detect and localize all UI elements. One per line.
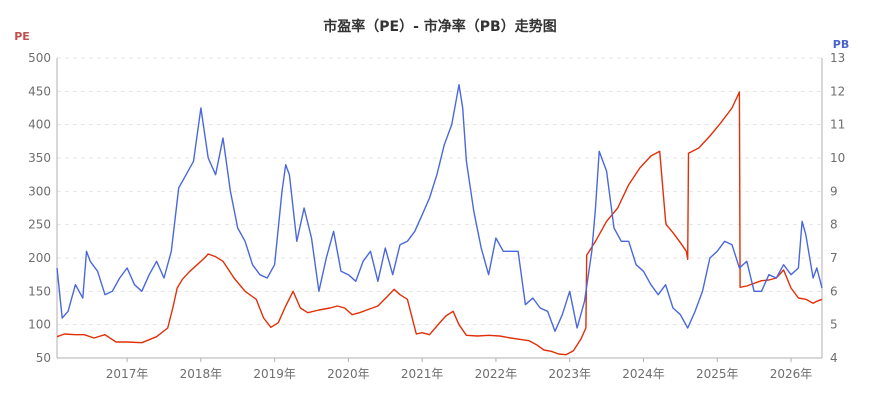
- y-axis-right-label: PB: [833, 38, 849, 51]
- y-right-tick-label: 4: [830, 351, 838, 365]
- y-right-tick-label: 9: [830, 184, 838, 198]
- y-right-tick-label: 10: [830, 151, 845, 165]
- series-layer: [56, 84, 823, 356]
- x-tick-label: 2025年: [696, 367, 739, 381]
- x-tick-label: 2017年: [106, 367, 149, 381]
- x-tick-label: 2023年: [548, 367, 591, 381]
- y-left-tick-label: 300: [28, 184, 51, 198]
- series-line-pb: [56, 84, 823, 332]
- x-tick-label: 2021年: [401, 367, 444, 381]
- y-left-tick-label: 350: [28, 151, 51, 165]
- x-tick-label: 2018年: [180, 367, 223, 381]
- y-axis-left-label: PE: [14, 30, 30, 43]
- y-right-tick-label: 5: [830, 318, 838, 332]
- y-left-tick-label: 100: [28, 318, 51, 332]
- series-line-pe: [56, 91, 823, 356]
- y-right-tick-label: 8: [830, 218, 838, 232]
- y-right-tick-label: 7: [830, 251, 838, 265]
- x-tick-label: 2020年: [327, 367, 370, 381]
- y-right-tick-label: 6: [830, 284, 838, 298]
- grid-layer: [56, 57, 823, 359]
- y-left-tick-label: 400: [28, 118, 51, 132]
- y-left-tick-label: 450: [28, 84, 51, 98]
- x-tick-label: 2019年: [253, 367, 296, 381]
- y-right-tick-label: 12: [830, 84, 845, 98]
- x-tick-label: 2026年: [770, 367, 813, 381]
- x-axis-ticks: 2017年 2018年 2019年 2020年 2021年 2022年 2023年 2024年…: [106, 358, 812, 381]
- y-left-tick-label: 150: [28, 284, 51, 298]
- y-left-tick-label: 50: [36, 351, 51, 365]
- x-tick-label: 2024年: [622, 367, 665, 381]
- y-right-tick-label: 13: [830, 51, 845, 65]
- y-right-tick-label: 11: [830, 118, 845, 132]
- y-axis-left-ticks: 50 100 150 200 250 300 350 400 450 500: [28, 51, 51, 365]
- y-axis-right-ticks: 4 5 6 7 8 9 10 11 12 13: [830, 51, 845, 365]
- y-left-tick-label: 250: [28, 218, 51, 232]
- chart-title: 市盈率（PE）- 市净率（PB）走势图: [323, 18, 556, 35]
- x-tick-label: 2022年: [475, 367, 518, 381]
- y-left-tick-label: 200: [28, 251, 51, 265]
- y-left-tick-label: 500: [28, 51, 51, 65]
